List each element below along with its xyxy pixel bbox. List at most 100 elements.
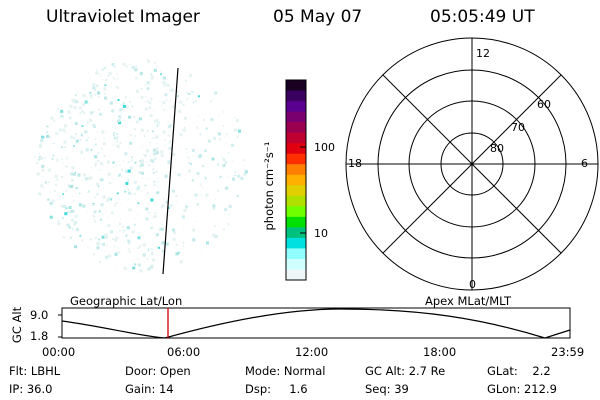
colorbar-segment bbox=[286, 122, 306, 134]
image-pixel bbox=[87, 103, 89, 105]
image-pixel bbox=[225, 133, 228, 136]
image-pixel bbox=[116, 73, 118, 75]
image-pixel bbox=[101, 79, 103, 81]
image-pixel bbox=[164, 185, 166, 187]
image-pixel bbox=[174, 171, 176, 173]
image-pixel bbox=[228, 205, 232, 208]
image-pixel bbox=[73, 222, 77, 226]
image-pixel bbox=[60, 109, 64, 113]
colorbar-segment bbox=[286, 101, 306, 113]
image-pixel bbox=[72, 172, 76, 176]
image-pixel bbox=[153, 184, 156, 187]
image-pixel bbox=[65, 143, 67, 145]
image-pixel bbox=[102, 149, 104, 151]
image-pixel bbox=[145, 84, 146, 86]
image-pixel bbox=[70, 135, 74, 139]
image-pixel bbox=[123, 266, 127, 270]
image-pixel bbox=[92, 202, 94, 204]
image-pixel bbox=[238, 127, 240, 129]
lat-label-80: 80 bbox=[490, 142, 504, 155]
image-pixel bbox=[210, 117, 214, 121]
image-pixel bbox=[47, 198, 50, 201]
image-pixel bbox=[94, 155, 98, 159]
image-pixel bbox=[212, 120, 214, 122]
image-pixel bbox=[122, 92, 123, 94]
image-pixel bbox=[160, 150, 164, 154]
altitude-plot-frame bbox=[61, 307, 571, 339]
image-pixel bbox=[199, 134, 201, 136]
image-pixel bbox=[176, 243, 178, 246]
image-pixel bbox=[191, 179, 194, 182]
dsp-info: Dsp: 1.6 bbox=[245, 382, 308, 396]
altitude-axis-label: GC Alt bbox=[10, 306, 24, 344]
image-pixel bbox=[161, 241, 165, 245]
image-pixel bbox=[92, 83, 95, 86]
image-pixel bbox=[212, 237, 214, 239]
image-pixel bbox=[128, 109, 130, 111]
image-pixel bbox=[127, 178, 130, 181]
image-pixel bbox=[73, 200, 74, 202]
image-pixel bbox=[160, 227, 164, 231]
image-pixel bbox=[74, 94, 77, 97]
image-pixel bbox=[34, 155, 36, 157]
image-pixel bbox=[114, 78, 115, 80]
image-pixel bbox=[187, 156, 190, 159]
image-pixel bbox=[135, 77, 138, 79]
image-pixel bbox=[60, 114, 64, 118]
image-pixel bbox=[131, 230, 135, 234]
image-pixel bbox=[92, 86, 96, 90]
image-pixel bbox=[103, 195, 105, 196]
image-pixel bbox=[116, 192, 118, 193]
image-pixel bbox=[146, 177, 148, 179]
image-pixel bbox=[70, 116, 71, 118]
image-pixel bbox=[88, 102, 90, 103]
image-pixel bbox=[72, 145, 75, 148]
image-pixel bbox=[116, 140, 118, 142]
image-pixel bbox=[68, 210, 72, 214]
image-pixel bbox=[148, 211, 151, 214]
image-pixel bbox=[156, 255, 158, 257]
image-pixel bbox=[112, 238, 115, 241]
image-pixel bbox=[79, 193, 81, 194]
image-pixel bbox=[121, 169, 123, 172]
image-pixel bbox=[92, 215, 95, 217]
colorbar-segment bbox=[286, 174, 306, 186]
image-pixel bbox=[73, 137, 75, 140]
image-pixel bbox=[145, 217, 149, 221]
image-pixel bbox=[129, 64, 131, 66]
image-pixel bbox=[229, 176, 231, 178]
image-pixel bbox=[98, 261, 101, 264]
image-pixel bbox=[133, 180, 137, 184]
image-pixel bbox=[165, 130, 167, 132]
image-pixel bbox=[125, 169, 129, 173]
image-pixel bbox=[157, 181, 159, 183]
image-pixel bbox=[160, 243, 162, 245]
image-pixel bbox=[104, 84, 107, 87]
image-pixel bbox=[185, 147, 188, 150]
image-pixel bbox=[57, 220, 60, 223]
image-pixel bbox=[167, 134, 170, 137]
image-pixel bbox=[175, 194, 178, 197]
image-pixel bbox=[132, 266, 136, 270]
image-pixel bbox=[116, 86, 118, 88]
image-pixel bbox=[218, 138, 221, 141]
image-pixel bbox=[222, 164, 226, 168]
colorbar-segment bbox=[286, 206, 306, 218]
image-pixel bbox=[172, 153, 176, 157]
image-pixel bbox=[125, 105, 129, 109]
image-pixel bbox=[148, 248, 149, 250]
image-pixel bbox=[113, 65, 116, 68]
image-pixel bbox=[75, 143, 77, 145]
image-pixel bbox=[126, 226, 130, 230]
image-pixel bbox=[137, 185, 141, 189]
image-pixel bbox=[154, 119, 156, 122]
image-pixel bbox=[150, 97, 153, 100]
image-pixel bbox=[103, 67, 106, 70]
image-pixel bbox=[90, 111, 94, 115]
image-pixel bbox=[103, 188, 104, 190]
image-pixel bbox=[204, 177, 207, 180]
image-pixel bbox=[155, 170, 158, 173]
image-pixel bbox=[70, 172, 73, 176]
image-pixel bbox=[131, 194, 133, 196]
image-pixel bbox=[135, 65, 138, 68]
